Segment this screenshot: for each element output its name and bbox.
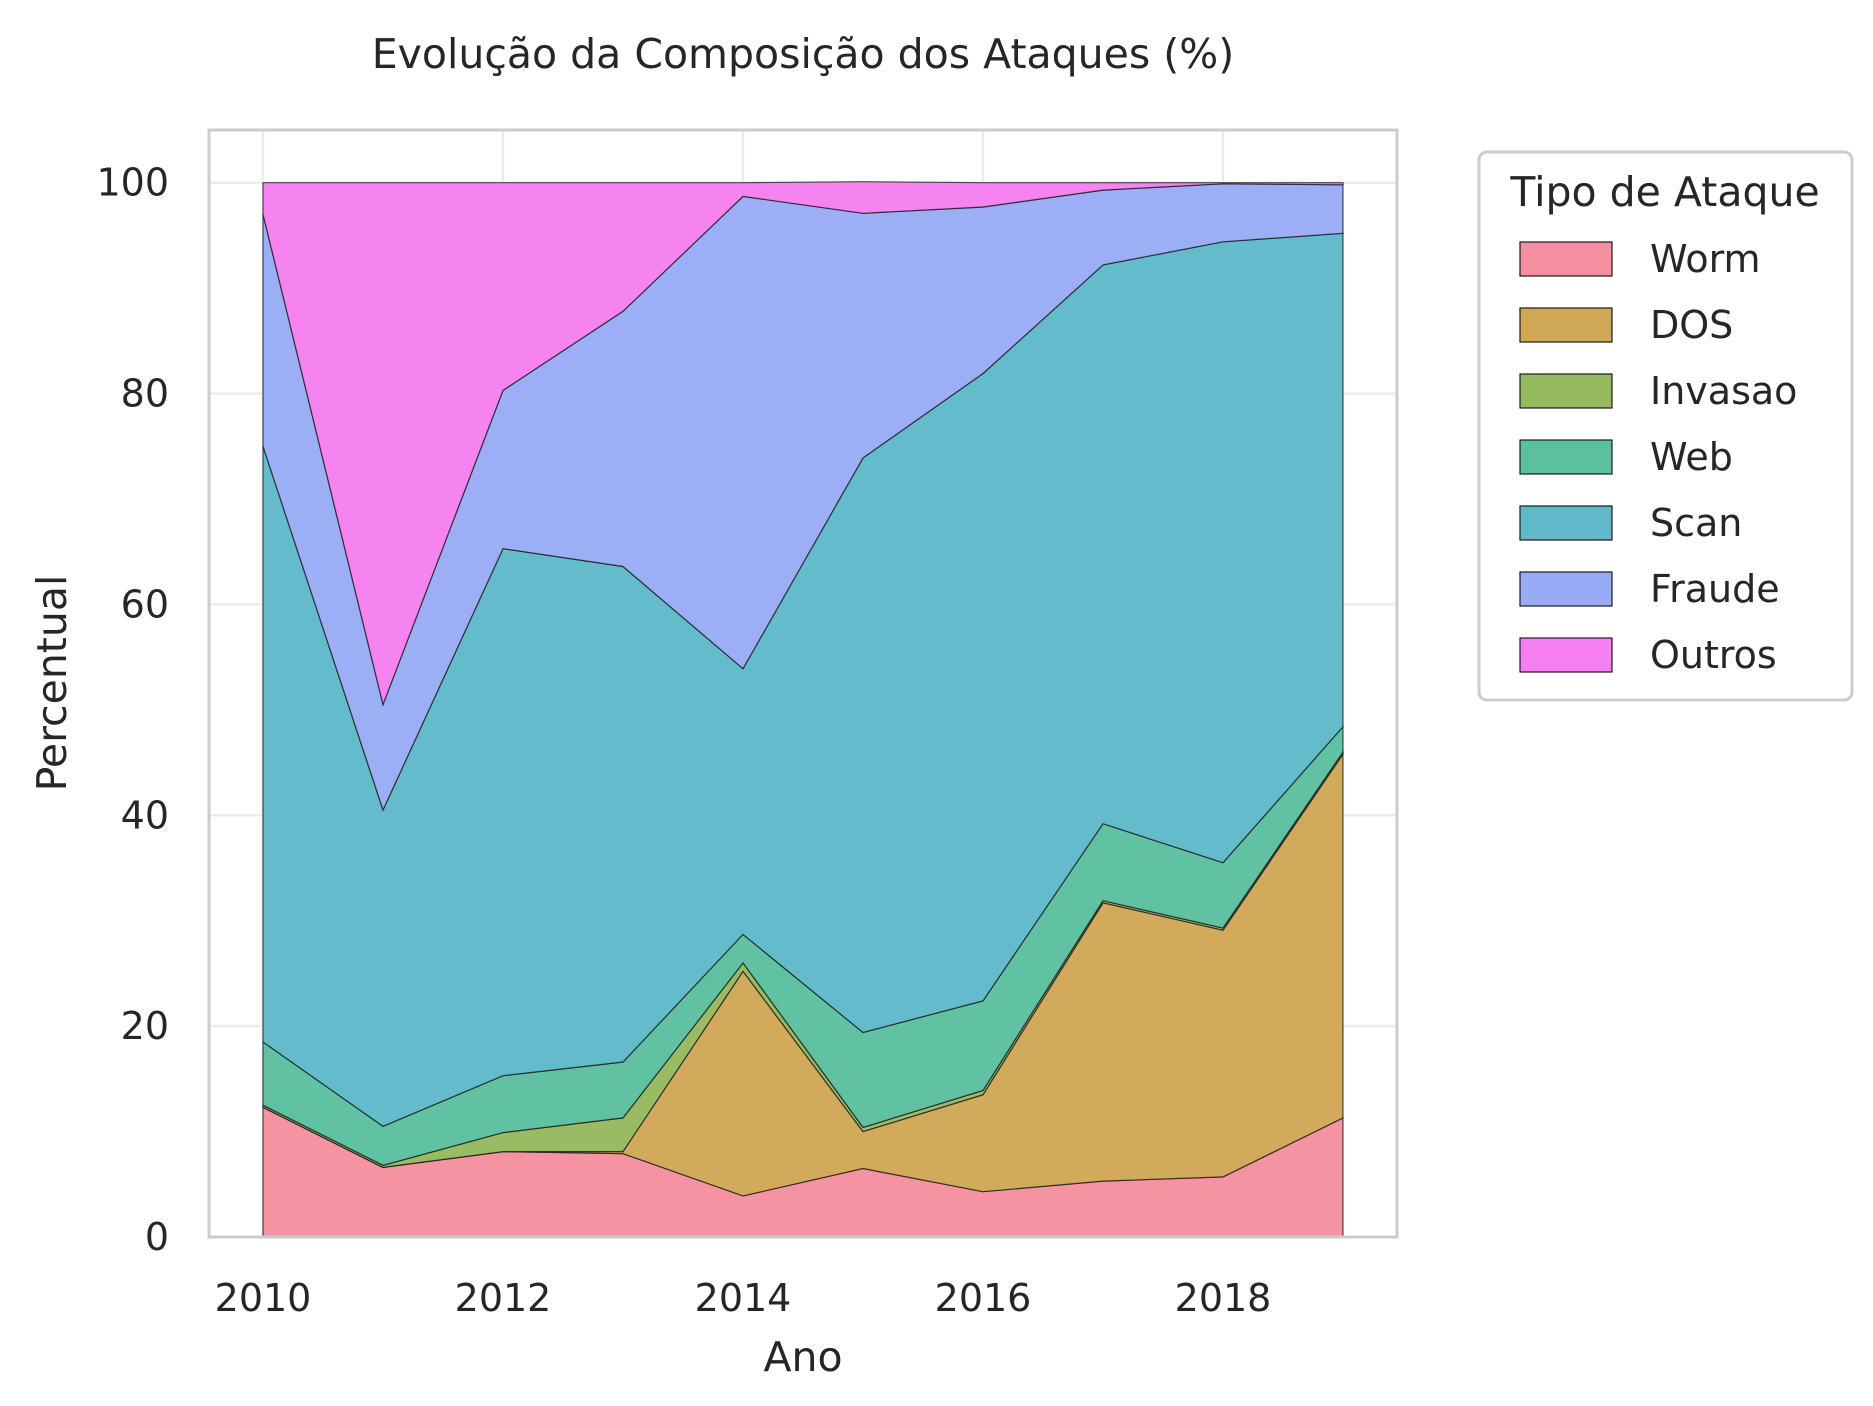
legend-swatch-outros	[1519, 637, 1613, 673]
legend-frame	[1477, 150, 1854, 702]
legend-label-fraude: Fraude	[1650, 567, 1780, 611]
x-tick-label: 2016	[935, 1276, 1032, 1320]
y-tick-label: 0	[145, 1215, 169, 1259]
legend-label-dos: DOS	[1650, 303, 1733, 347]
legend-swatch-dos	[1519, 307, 1613, 343]
y-tick-label: 60	[121, 582, 169, 626]
x-ticks: 2010 2012 2014 2016 2018	[215, 1276, 1272, 1320]
x-tick-label: 2010	[215, 1276, 312, 1320]
legend: Tipo de Ataque Worm DOS Invasao Web Scan Frau…	[1477, 150, 1854, 702]
legend-label-web: Web	[1650, 435, 1733, 479]
legend-swatch-invasao	[1519, 373, 1613, 409]
chart-title: Evolução da Composição dos Ataques (%)	[372, 30, 1235, 78]
x-tick-label: 2018	[1175, 1276, 1272, 1320]
legend-label-invasao: Invasao	[1650, 369, 1797, 413]
legend-title: Tipo de Ataque	[1509, 168, 1819, 216]
legend-swatch-scan	[1519, 505, 1613, 541]
y-tick-label: 80	[121, 372, 169, 416]
area-outros	[262, 181, 1344, 707]
x-axis-label: Ano	[763, 1333, 842, 1381]
y-tick-label: 40	[121, 793, 169, 837]
y-axis-label: Percentual	[28, 575, 76, 792]
areas	[262, 181, 1344, 1238]
y-tick-label: 20	[121, 1004, 169, 1048]
y-ticks: 0 20 40 60 80 100	[96, 161, 169, 1259]
x-tick-label: 2012	[455, 1276, 552, 1320]
plot-frame	[207, 128, 1399, 1239]
legend-swatch-fraude	[1519, 571, 1613, 607]
legend-swatch-worm	[1519, 241, 1613, 277]
legend-label-scan: Scan	[1650, 501, 1742, 545]
legend-swatch-web	[1519, 439, 1613, 475]
legend-label-worm: Worm	[1650, 237, 1761, 281]
legend-label-outros: Outros	[1650, 633, 1777, 677]
legend-items: Worm DOS Invasao Web Scan Fraude Outros	[1519, 237, 1797, 677]
y-tick-label: 100	[96, 161, 169, 205]
x-tick-label: 2014	[695, 1276, 792, 1320]
